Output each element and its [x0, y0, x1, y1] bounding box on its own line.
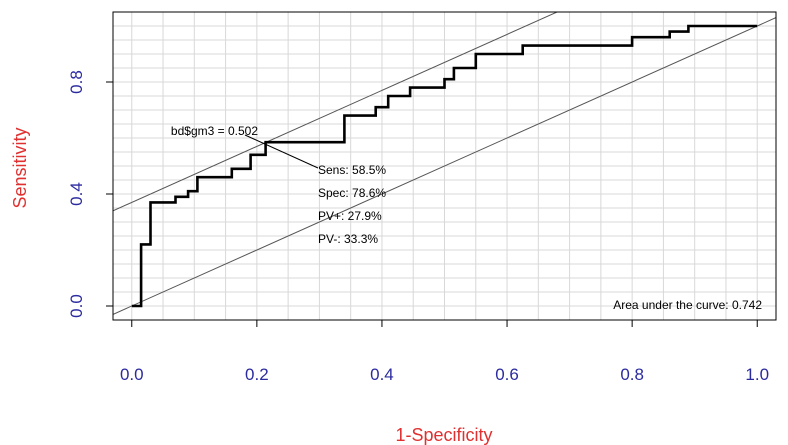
y-axis-ticks: 0.0 0.4 0.8 — [67, 70, 113, 318]
y-axis-title: Sensitivity — [10, 127, 30, 208]
x-tick-label: 0.6 — [495, 365, 519, 384]
x-tick-label: 0.0 — [120, 365, 144, 384]
y-tick-label: 0.4 — [67, 182, 86, 206]
x-axis-ticks: 0.0 0.2 0.4 0.6 0.8 1.0 — [120, 320, 769, 384]
roc-curve-group — [131, 24, 758, 308]
x-tick-label: 0.2 — [245, 365, 269, 384]
y-tick-label: 0.8 — [67, 70, 86, 94]
x-tick-label: 0.4 — [370, 365, 394, 384]
reference-lines — [113, 12, 776, 315]
x-tick-label: 1.0 — [745, 365, 769, 384]
ppv-label: PV+: 27.9% — [318, 209, 382, 223]
auc-label: Area under the curve: 0.742 — [613, 298, 762, 312]
y-tick-label: 0.0 — [67, 294, 86, 318]
roc-curve-line — [131, 24, 758, 308]
x-tick-label: 0.8 — [620, 365, 644, 384]
sensitivity-label: Sens: 58.5% — [318, 163, 386, 177]
grid-lines — [113, 12, 776, 320]
threshold-label: bd$gm3 = 0.502 — [171, 124, 258, 138]
reference-diagonal-line — [113, 12, 559, 212]
specificity-label: Spec: 78.6% — [318, 186, 386, 200]
reference-diagonal-line — [113, 17, 776, 315]
x-axis-title: 1-Specificity — [395, 425, 492, 445]
npv-label: PV-: 33.3% — [318, 232, 378, 246]
plot-frame — [112, 11, 777, 321]
threshold-callout-line — [244, 134, 319, 169]
